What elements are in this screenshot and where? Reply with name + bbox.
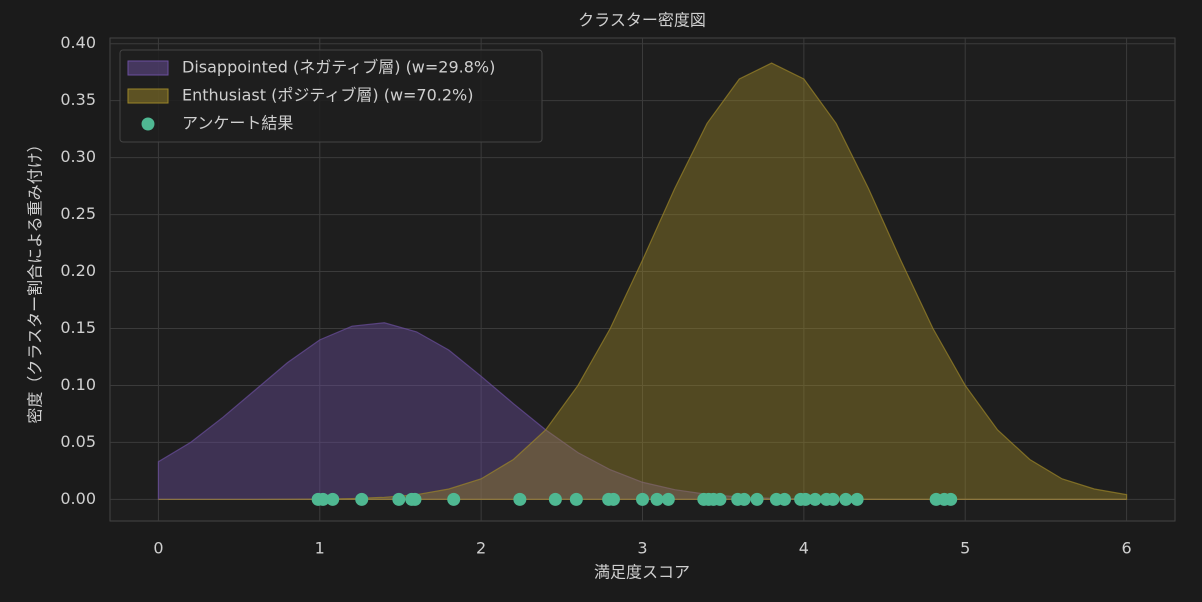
- legend-label: Disappointed (ネガティブ層) (w=29.8%): [182, 58, 495, 77]
- survey-point: [326, 492, 340, 506]
- survey-point: [636, 492, 649, 506]
- survey-point: [316, 492, 330, 506]
- survey-point: [850, 492, 864, 506]
- x-tick-label: 2: [476, 539, 486, 558]
- y-tick-label: 0.05: [60, 432, 96, 451]
- y-axis-label: 密度（クラスター割合による重み付け）: [26, 136, 45, 423]
- legend-box: [119, 49, 543, 143]
- survey-point: [661, 492, 675, 506]
- y-tick-label: 0.40: [60, 33, 96, 52]
- survey-point: [650, 492, 664, 506]
- x-tick-label: 0: [153, 539, 163, 558]
- survey-point: [513, 492, 527, 506]
- chart-title: クラスター密度図: [578, 11, 706, 30]
- survey-point: [548, 492, 562, 506]
- y-tick-label: 0.00: [60, 489, 96, 508]
- x-tick-label: 4: [799, 539, 809, 558]
- legend-swatch: [127, 60, 169, 76]
- survey-point: [839, 492, 853, 506]
- legend-label: Enthusiast (ポジティブ層) (w=70.2%): [182, 86, 474, 105]
- legend-label: アンケート結果: [182, 114, 293, 133]
- x-tick-label: 5: [960, 539, 970, 558]
- survey-point: [408, 492, 422, 506]
- survey-point: [606, 492, 620, 506]
- survey-point: [944, 492, 958, 506]
- survey-point: [798, 492, 812, 506]
- x-tick-label: 3: [637, 539, 647, 558]
- y-tick-label: 0.25: [60, 204, 96, 223]
- legend: Disappointed (ネガティブ層) (w=29.8%) Enthusias…: [119, 49, 543, 143]
- y-tick-label: 0.30: [60, 147, 96, 166]
- survey-point: [713, 492, 727, 506]
- y-tick-label: 0.20: [60, 261, 96, 280]
- y-tick-label: 0.10: [60, 375, 96, 394]
- x-tick-label: 6: [1121, 539, 1131, 558]
- legend-swatch: [127, 88, 169, 104]
- survey-point: [808, 492, 822, 506]
- y-tick-label: 0.35: [60, 90, 96, 109]
- survey-point: [737, 492, 751, 506]
- legend-marker: [141, 117, 155, 131]
- survey-point: [355, 492, 369, 506]
- survey-point: [826, 492, 840, 506]
- x-tick-label: 1: [315, 539, 325, 558]
- survey-point: [778, 492, 791, 506]
- y-tick-label: 0.15: [60, 318, 96, 337]
- survey-point: [447, 492, 461, 506]
- survey-point: [569, 492, 583, 506]
- x-axis-label: 満足度スコア: [594, 563, 690, 582]
- survey-point: [392, 492, 406, 506]
- survey-point: [750, 492, 764, 506]
